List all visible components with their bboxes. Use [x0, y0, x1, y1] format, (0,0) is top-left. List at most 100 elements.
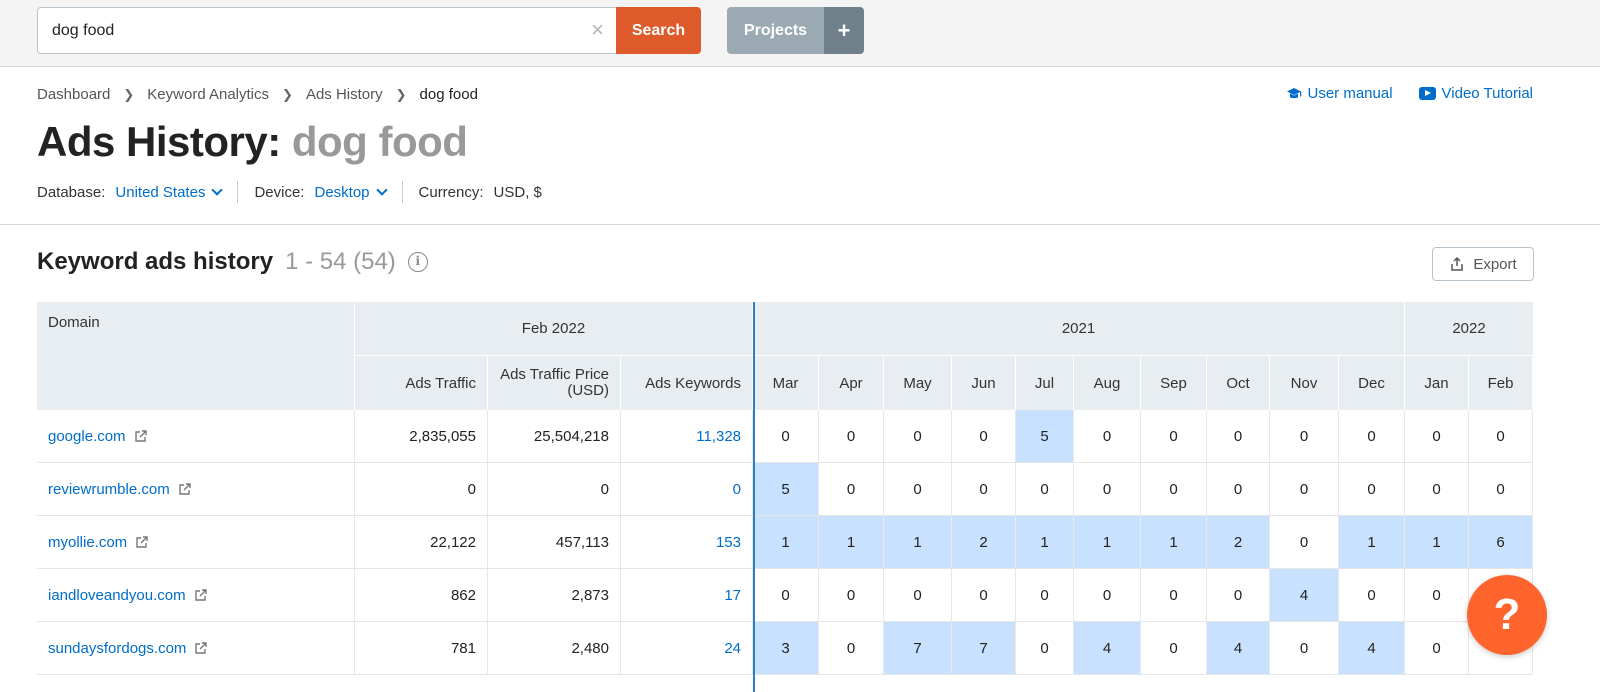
- user-manual-label: User manual: [1307, 85, 1393, 102]
- month-ads-cell[interactable]: 1: [884, 516, 952, 568]
- month-ads-cell[interactable]: 7: [884, 622, 952, 674]
- clear-search-icon[interactable]: ×: [591, 17, 604, 42]
- ads-traffic-price-header[interactable]: Ads Traffic Price (USD): [488, 355, 621, 410]
- database-dropdown[interactable]: United States: [115, 183, 224, 201]
- month-header: Mar: [753, 355, 819, 410]
- ads-traffic-cell: 0: [355, 463, 488, 515]
- month-ads-cell: 0: [819, 463, 884, 515]
- domain-cell: myollie.com: [37, 516, 355, 568]
- domain-header[interactable]: Domain: [37, 302, 355, 410]
- external-link-icon[interactable]: [194, 588, 208, 602]
- month-ads-cell[interactable]: 1: [1074, 516, 1141, 568]
- month-ads-cell: 0: [1074, 569, 1141, 621]
- ads-traffic-header[interactable]: Ads Traffic: [355, 355, 488, 410]
- ads-keywords-cell[interactable]: 17: [621, 569, 753, 621]
- month-ads-cell: 0: [819, 622, 884, 674]
- table-row: reviewrumble.com 0 0 0 5 0 0 0 0 0 0 0 0 0 0 0: [37, 463, 1533, 516]
- domain-link[interactable]: google.com: [48, 428, 148, 445]
- ads-keywords-header[interactable]: Ads Keywords: [621, 355, 753, 410]
- chevron-down-icon: [375, 183, 388, 196]
- feb-2022-group-header: Feb 2022: [355, 302, 753, 355]
- domain-cell: iandloveandyou.com: [37, 569, 355, 621]
- database-value: United States: [115, 183, 206, 201]
- month-header: Jan: [1405, 355, 1469, 410]
- domain-name: google.com: [48, 427, 126, 445]
- search-input-value[interactable]: dog food: [52, 22, 115, 39]
- month-ads-cell[interactable]: 2: [1207, 516, 1270, 568]
- user-manual-link[interactable]: User manual: [1286, 85, 1393, 102]
- month-ads-cell: 0: [1141, 622, 1207, 674]
- month-ads-cell: 0: [1405, 622, 1469, 674]
- month-ads-cell[interactable]: 4: [1074, 622, 1141, 674]
- month-ads-cell[interactable]: 1: [1016, 516, 1074, 568]
- search-input[interactable]: dog food ×: [37, 7, 617, 54]
- projects-button[interactable]: Projects: [727, 7, 824, 54]
- domain-link[interactable]: reviewrumble.com: [48, 481, 192, 498]
- month-ads-cell: 0: [1339, 463, 1405, 515]
- month-ads-cell: 0: [819, 410, 884, 462]
- month-ads-cell: 0: [753, 569, 819, 621]
- external-link-icon[interactable]: [194, 641, 208, 655]
- add-project-button[interactable]: +: [824, 7, 864, 54]
- month-ads-cell: 0: [1207, 569, 1270, 621]
- month-ads-cell: 0: [1207, 410, 1270, 462]
- ads-keywords-cell[interactable]: 11,328: [621, 410, 753, 462]
- info-icon[interactable]: i: [407, 252, 428, 272]
- ads-keywords-cell[interactable]: 153: [621, 516, 753, 568]
- video-play-icon: [1418, 87, 1436, 100]
- month-ads-cell[interactable]: 1: [1141, 516, 1207, 568]
- month-ads-cell[interactable]: 7: [952, 622, 1016, 674]
- domain-link[interactable]: iandloveandyou.com: [48, 587, 208, 604]
- month-ads-cell[interactable]: 2: [952, 516, 1016, 568]
- search-button[interactable]: Search: [616, 7, 701, 54]
- month-ads-cell: 0: [1074, 410, 1141, 462]
- section-title: Keyword ads history 1 - 54 (54) i: [37, 248, 428, 276]
- table-row: sundaysfordogs.com 781 2,480 24 3 0 7 7 0 4 0 4 0 4 0: [37, 622, 1533, 675]
- month-ads-cell[interactable]: 5: [1016, 410, 1074, 462]
- breadcrumb-keyword-analytics[interactable]: Keyword Analytics: [147, 86, 270, 103]
- month-header: Nov: [1270, 355, 1339, 410]
- domain-link[interactable]: myollie.com: [48, 534, 149, 551]
- help-button[interactable]: ?: [1467, 575, 1547, 655]
- month-ads-cell[interactable]: 6: [1469, 516, 1533, 568]
- device-dropdown[interactable]: Desktop: [314, 183, 388, 201]
- graduation-cap-icon: [1286, 87, 1301, 98]
- month-ads-cell[interactable]: 4: [1339, 622, 1405, 674]
- currency-value: USD, $: [493, 183, 542, 201]
- divider: [237, 181, 239, 203]
- month-header: Feb: [1469, 355, 1533, 410]
- video-tutorial-link[interactable]: Video Tutorial: [1418, 85, 1533, 102]
- ads-keywords-cell[interactable]: 0: [621, 463, 753, 515]
- domain-name: reviewrumble.com: [48, 480, 170, 498]
- month-ads-cell[interactable]: 1: [1339, 516, 1405, 568]
- breadcrumb-dashboard[interactable]: Dashboard: [37, 86, 111, 103]
- month-ads-cell[interactable]: 1: [1405, 516, 1469, 568]
- domain-name: myollie.com: [48, 533, 128, 551]
- export-icon: [1451, 256, 1464, 271]
- month-ads-cell[interactable]: 4: [1207, 622, 1270, 674]
- month-ads-cell: 0: [1405, 569, 1469, 621]
- month-ads-cell[interactable]: 3: [753, 622, 819, 674]
- month-ads-cell[interactable]: 4: [1270, 569, 1339, 621]
- month-ads-cell: 0: [1339, 569, 1405, 621]
- month-header: Aug: [1074, 355, 1141, 410]
- table-row: myollie.com 22,122 457,113 153 1 1 1 2 1 1 1 2 0 1 1 6: [37, 516, 1533, 569]
- month-ads-cell: 0: [1339, 410, 1405, 462]
- export-button[interactable]: Export: [1432, 247, 1534, 281]
- month-ads-cell[interactable]: 1: [819, 516, 884, 568]
- ads-keywords-cell[interactable]: 24: [621, 622, 753, 674]
- help-links: User manual Video Tutorial: [1286, 85, 1533, 102]
- divider: [401, 181, 403, 203]
- device-value: Desktop: [314, 183, 370, 201]
- month-ads-cell[interactable]: 5: [753, 463, 819, 515]
- month-ads-cell: 0: [1270, 516, 1339, 568]
- breadcrumb-ads-history[interactable]: Ads History: [305, 86, 383, 103]
- month-ads-cell: 0: [1141, 569, 1207, 621]
- external-link-icon[interactable]: [135, 535, 149, 549]
- month-ads-cell[interactable]: 1: [753, 516, 819, 568]
- external-link-icon[interactable]: [134, 429, 148, 443]
- table-header-group-row: Domain Feb 2022 2021 2022: [37, 302, 1534, 410]
- external-link-icon[interactable]: [178, 482, 192, 496]
- domain-cell: google.com: [37, 410, 355, 462]
- domain-link[interactable]: sundaysfordogs.com: [48, 640, 208, 657]
